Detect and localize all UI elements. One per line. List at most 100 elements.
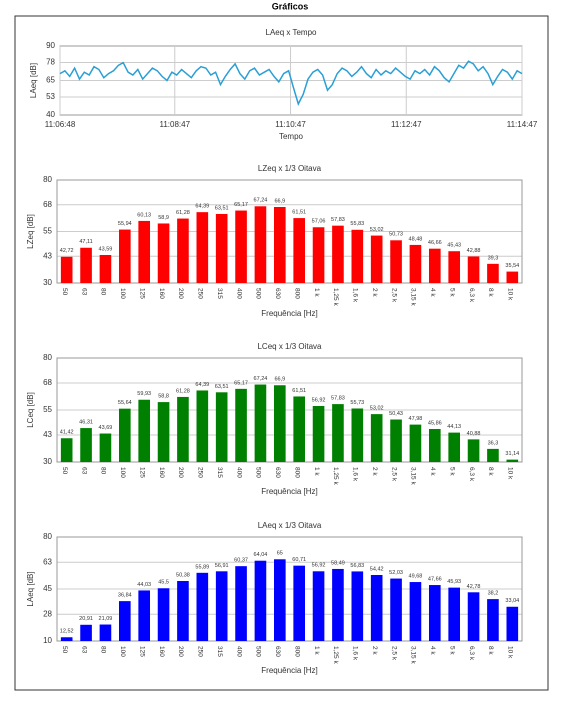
- x-tick-label: 50: [61, 646, 68, 654]
- bar: [448, 432, 460, 462]
- bar: [390, 578, 402, 641]
- value-label: 58,8: [158, 394, 169, 400]
- x-tick-label: 500: [255, 646, 262, 657]
- value-label: 47,11: [79, 239, 92, 245]
- x-tick-label: 1,25 k: [332, 288, 339, 306]
- value-label: 45,5: [158, 580, 169, 586]
- bar: [409, 582, 422, 641]
- value-label: 20,91: [79, 616, 93, 622]
- value-label: 56,92: [312, 397, 326, 403]
- y-tick-label: 43: [43, 251, 52, 260]
- value-label: 33,04: [505, 598, 519, 604]
- value-label: 55,64: [118, 400, 132, 406]
- x-tick-label: 11:06:48: [45, 120, 76, 129]
- x-tick-label: 80: [100, 646, 107, 654]
- x-tick-label: 63: [80, 467, 87, 475]
- x-tick-label: 5 k: [448, 646, 455, 655]
- y-tick-label: 80: [43, 353, 52, 362]
- bar: [506, 459, 519, 462]
- bar: [351, 571, 364, 641]
- bar: [215, 571, 228, 641]
- value-label: 65,17: [234, 202, 248, 208]
- x-tick-label: 2,5 k: [390, 467, 397, 482]
- x-tick-label: 8 k: [487, 288, 494, 297]
- value-label: 21,09: [99, 616, 113, 622]
- bar: [332, 404, 344, 462]
- bar: [119, 229, 131, 283]
- x-tick-label: 8 k: [487, 467, 494, 476]
- bar: [370, 575, 383, 641]
- x-tick-label: 3,15 k: [410, 467, 417, 485]
- x-tick-label: 200: [177, 288, 184, 299]
- x-tick-label: 5 k: [448, 467, 455, 476]
- bar: [119, 601, 131, 641]
- x-tick-label: 80: [100, 467, 107, 475]
- x-tick-label: 6,3 k: [468, 467, 475, 482]
- x-tick-label: 63: [80, 288, 87, 296]
- x-tick-label: 200: [177, 467, 184, 478]
- y-tick-label: 68: [43, 200, 52, 209]
- value-label: 39,3: [488, 255, 499, 261]
- y-axis-label: LZeq [dB]: [26, 214, 35, 249]
- value-label: 42,88: [467, 248, 481, 254]
- y-tick-label: 78: [46, 58, 55, 67]
- x-tick-label: 6,3 k: [468, 288, 475, 303]
- x-tick-label: 1,6 k: [352, 288, 359, 303]
- bar: [99, 433, 112, 462]
- chart-title: LZeq x 1/3 Oitava: [258, 164, 322, 173]
- value-label: 46,31: [79, 420, 93, 426]
- x-tick-label: 500: [255, 467, 262, 478]
- bar: [429, 429, 441, 462]
- plot-frame: [56, 536, 523, 642]
- x-tick-label: 11:12:47: [391, 120, 422, 129]
- y-tick-label: 65: [46, 76, 55, 85]
- value-label: 45,43: [447, 243, 461, 249]
- data-line: [59, 60, 523, 107]
- y-tick-label: 45: [43, 584, 52, 593]
- value-label: 61,28: [176, 210, 190, 216]
- x-tick-label: 11:14:47: [507, 120, 538, 129]
- bar: [351, 408, 364, 462]
- x-tick-label: 50: [61, 288, 68, 296]
- bar: [332, 568, 344, 641]
- bar: [177, 218, 189, 283]
- value-label: 45,86: [428, 420, 442, 426]
- value-label: 43,59: [99, 246, 113, 252]
- value-label: 36,84: [118, 593, 132, 599]
- x-tick-label: 100: [119, 288, 126, 299]
- x-tick-label: 800: [293, 467, 300, 478]
- y-axis-label: LAeq [dB]: [29, 63, 38, 98]
- x-tick-label: 100: [119, 646, 126, 657]
- bar: [312, 227, 325, 283]
- x-tick-label: 11:08:47: [160, 120, 191, 129]
- x-tick-label: 6,3 k: [468, 646, 475, 661]
- y-tick-label: 68: [43, 378, 52, 387]
- value-label: 57,83: [331, 396, 345, 402]
- value-label: 12,52: [60, 629, 74, 635]
- y-tick-label: 80: [43, 532, 52, 541]
- value-label: 56,92: [312, 563, 326, 569]
- bar: [177, 581, 189, 641]
- bar: [157, 402, 170, 462]
- x-tick-label: 10 k: [507, 646, 514, 659]
- x-tick-label: 3,15 k: [410, 288, 417, 306]
- x-tick-label: 400: [235, 467, 242, 478]
- value-label: 61,51: [292, 388, 306, 394]
- value-label: 60,13: [137, 212, 151, 218]
- x-tick-label: 400: [235, 646, 242, 657]
- value-label: 50,38: [176, 572, 190, 578]
- y-tick-label: 55: [43, 405, 52, 414]
- bar: [409, 424, 422, 462]
- bar: [196, 572, 209, 641]
- bar: [448, 587, 460, 641]
- value-label: 57,06: [312, 219, 326, 225]
- value-label: 64,04: [254, 552, 268, 558]
- x-tick-label: 5 k: [448, 288, 455, 297]
- x-tick-label: 200: [177, 646, 184, 657]
- y-tick-label: 40: [46, 110, 55, 119]
- value-label: 58,9: [158, 215, 169, 221]
- bar: [429, 248, 441, 283]
- bar: [370, 235, 383, 283]
- bar: [351, 229, 364, 283]
